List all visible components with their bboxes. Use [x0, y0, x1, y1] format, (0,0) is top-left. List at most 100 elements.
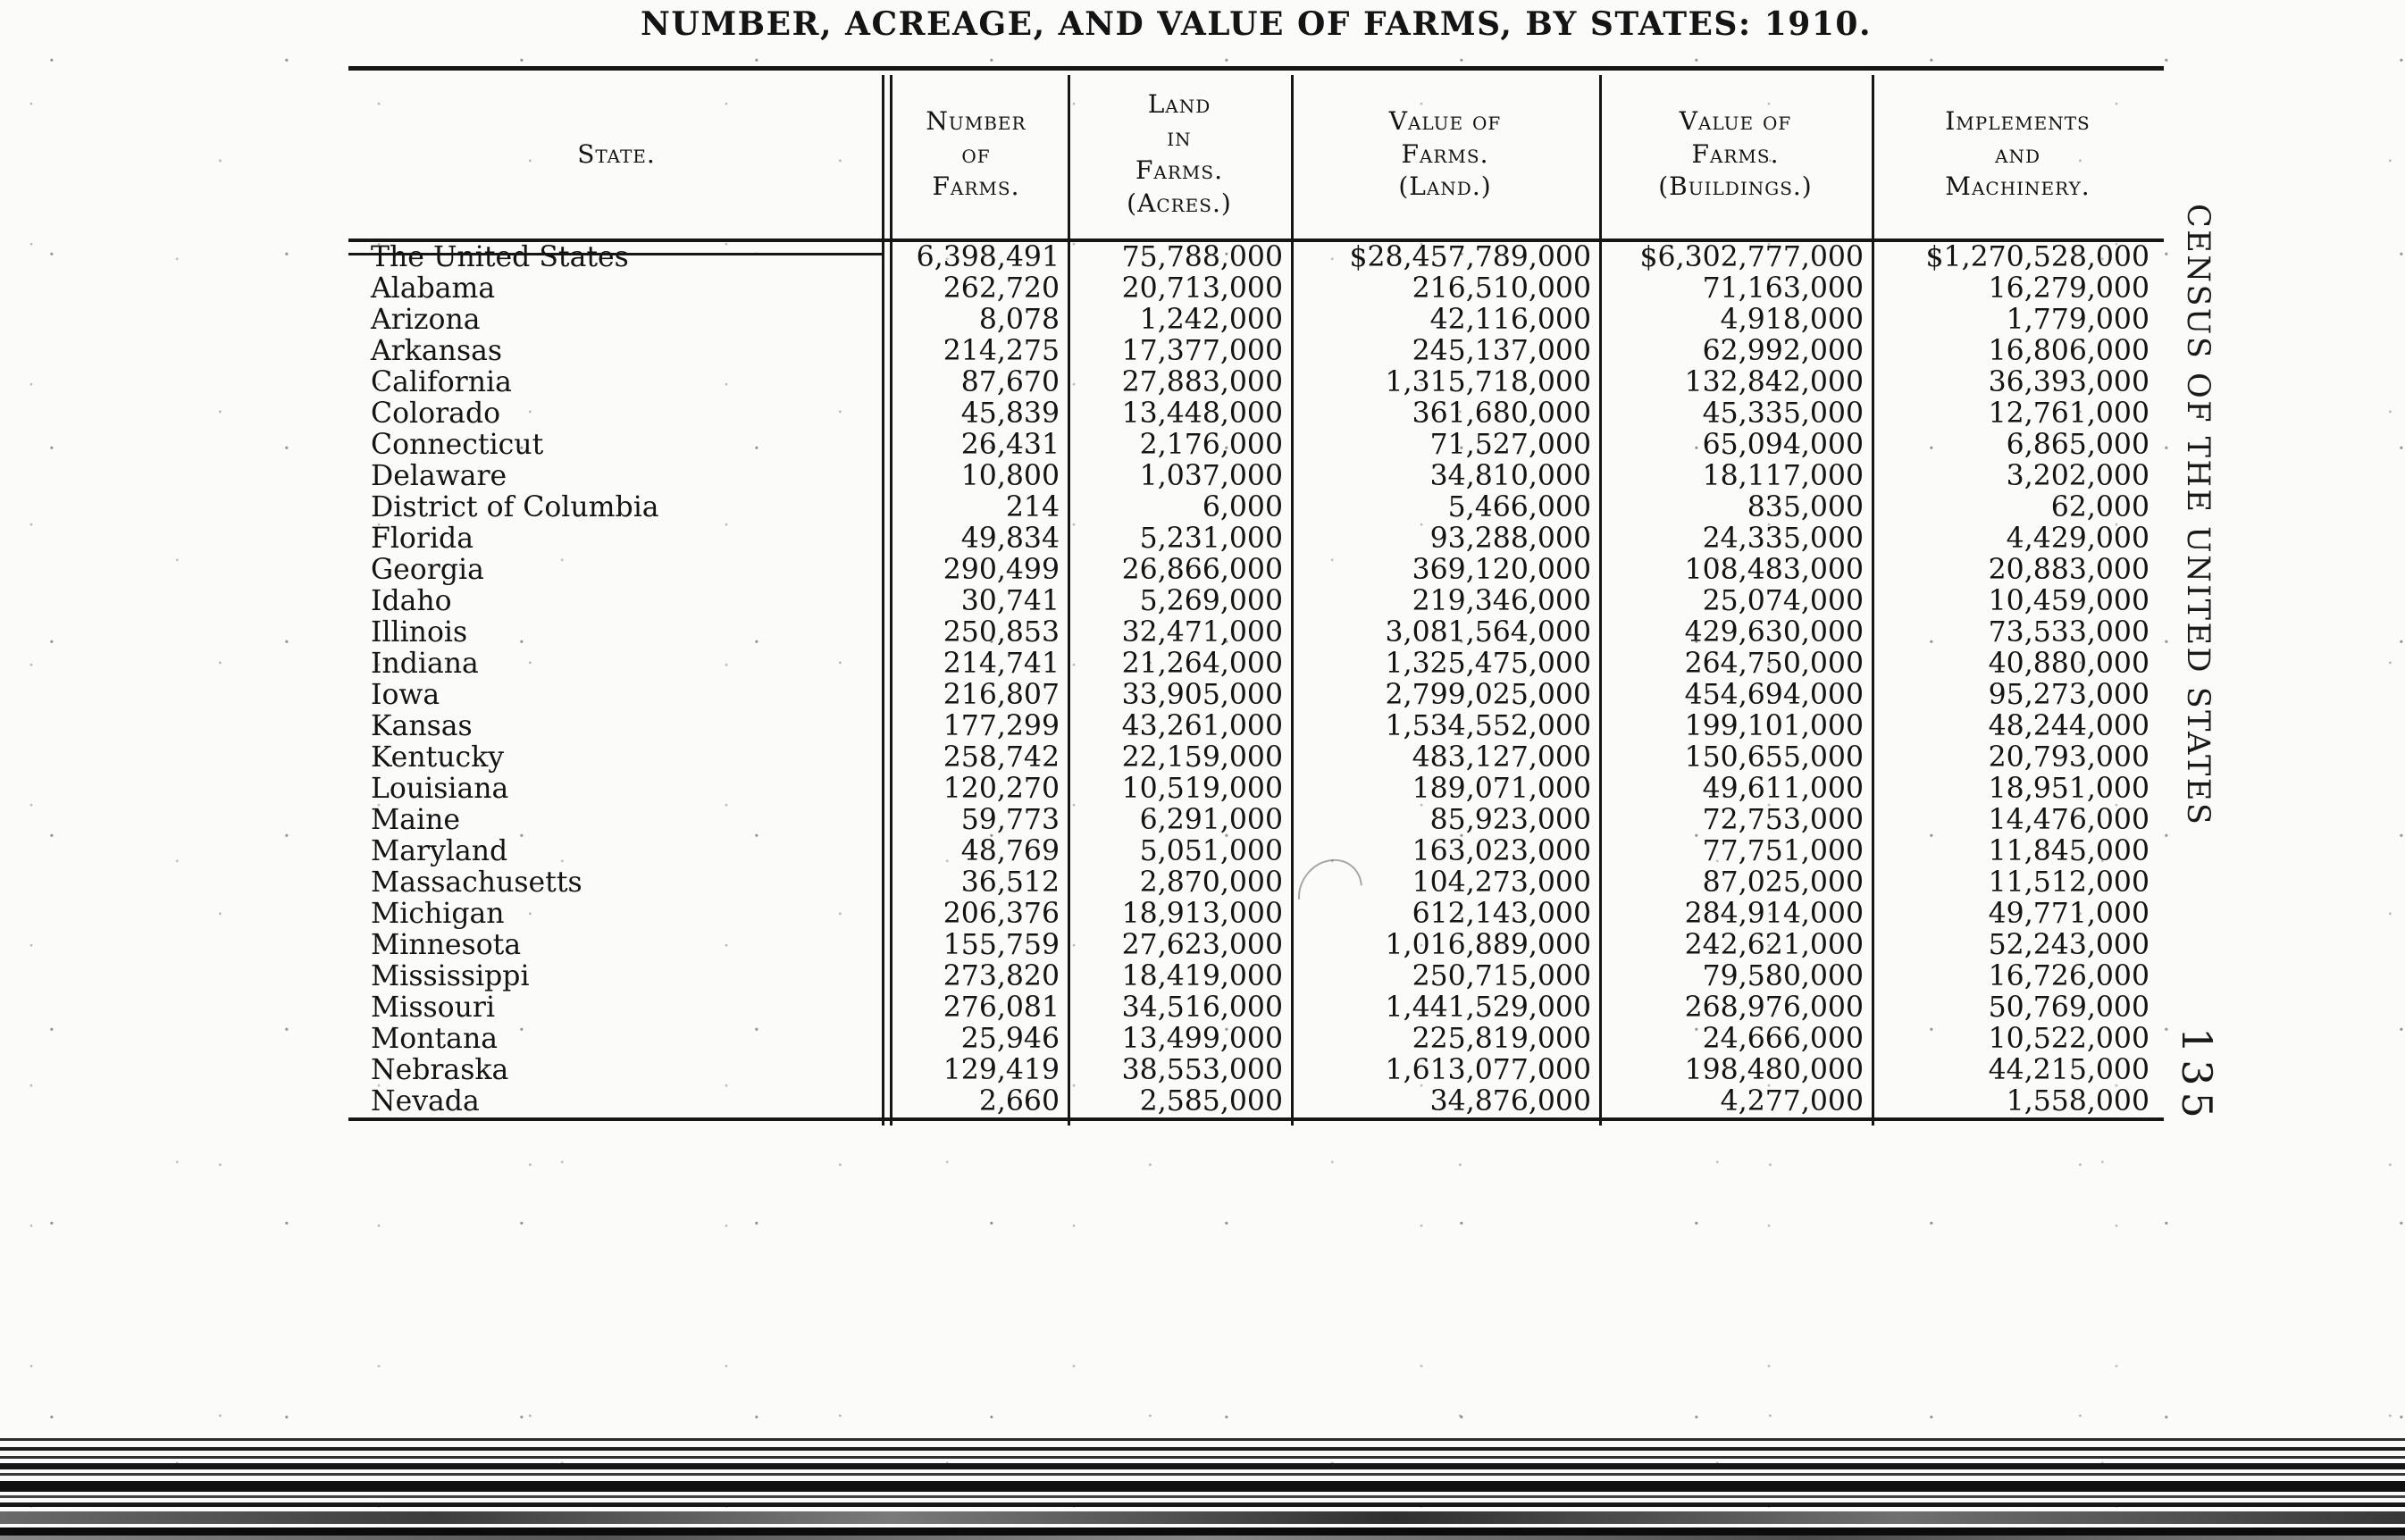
- table-row: Maryland 48,769 5,051,000 163,023,000 77,751…: [348, 836, 2164, 867]
- acres-cell: 2,585,000: [1139, 1086, 1283, 1117]
- land-cell: 163,023,000: [1412, 836, 1591, 867]
- implements-cell: 3,202,000: [2006, 461, 2149, 492]
- table-row: Kansas 177,299 43,261,000 1,534,552,000 199,…: [348, 711, 2164, 742]
- state-name: Minnesota: [371, 930, 522, 961]
- state-cell: Arizona: [348, 305, 884, 336]
- acres-cell: 21,264,000: [1121, 649, 1283, 680]
- buildings-cell: 18,117,000: [1702, 461, 1864, 492]
- buildings-cell: 49,611,000: [1702, 774, 1864, 805]
- table-row: Louisiana 120,270 10,519,000 189,071,000 49,…: [348, 774, 2164, 805]
- farms-cell: 45,839: [960, 398, 1060, 430]
- implements-cell: 11,845,000: [1988, 836, 2149, 867]
- implements-cell: 73,533,000: [1988, 617, 2149, 649]
- farms-cell: 8,078: [978, 305, 1060, 336]
- table-row: Minnesota 155,759 27,623,000 1,016,889,000 2…: [348, 930, 2164, 961]
- land-cell: 2,799,025,000: [1385, 680, 1591, 711]
- implements-cell: 40,880,000: [1988, 649, 2149, 680]
- land-cell: 34,810,000: [1429, 461, 1591, 492]
- dot-leader: [516, 836, 879, 867]
- dot-leader: [469, 805, 879, 836]
- side-caption: CENSUS OF THE UNITED STATES: [2180, 204, 2216, 827]
- state-cell: Illinois: [348, 617, 884, 649]
- acres-cell: 5,051,000: [1139, 836, 1283, 867]
- table-row: Arkansas 214,275 17,377,000 245,137,000 62,9…: [348, 336, 2164, 367]
- implements-cell: 36,393,000: [1988, 367, 2149, 398]
- state-name: Missouri: [371, 992, 496, 1024]
- farms-cell: 216,807: [943, 680, 1060, 711]
- land-cell: 1,441,529,000: [1385, 992, 1591, 1024]
- state-name: Idaho: [371, 586, 452, 617]
- dot-leader: [515, 461, 879, 492]
- buildings-cell: 72,753,000: [1702, 805, 1864, 836]
- dot-leader: [482, 523, 879, 555]
- table-row: Massachusetts 36,512 2,870,000 104,273,000 8…: [348, 867, 2164, 899]
- implements-cell: 48,244,000: [1988, 711, 2149, 742]
- state-cell: Minnesota: [348, 930, 884, 961]
- state-cell: Nebraska: [348, 1055, 884, 1086]
- state-cell: District of Columbia: [348, 492, 884, 523]
- column-divider: [1068, 75, 1070, 1126]
- implements-cell: 20,883,000: [1988, 555, 2149, 586]
- acres-cell: 32,471,000: [1121, 617, 1283, 649]
- implements-cell: 20,793,000: [1988, 742, 2149, 774]
- land-cell: $28,457,789,000: [1349, 242, 1591, 273]
- acres-cell: 1,242,000: [1139, 305, 1283, 336]
- farms-cell: 49,834: [960, 523, 1060, 555]
- farms-cell: 59,773: [960, 805, 1060, 836]
- buildings-cell: 268,976,000: [1684, 992, 1864, 1024]
- state-cell: Colorado: [348, 398, 884, 430]
- buildings-cell: 24,335,000: [1702, 523, 1864, 555]
- acres-cell: 33,905,000: [1121, 680, 1283, 711]
- land-cell: 361,680,000: [1412, 398, 1591, 430]
- acres-cell: 1,037,000: [1139, 461, 1283, 492]
- state-name: Connecticut: [371, 430, 544, 461]
- farms-cell: 214,741: [943, 649, 1060, 680]
- land-cell: 104,273,000: [1412, 867, 1591, 899]
- dot-leader: [504, 992, 879, 1024]
- table-row: Arizona 8,078 1,242,000 42,116,000 4,918,000…: [348, 305, 2164, 336]
- dot-leader: [517, 774, 879, 805]
- buildings-cell: 242,621,000: [1684, 930, 1864, 961]
- table-row: Delaware 10,800 1,037,000 34,810,000 18,117,…: [348, 461, 2164, 492]
- implements-cell: 1,558,000: [2006, 1086, 2149, 1117]
- table-row: Iowa 216,807 33,905,000 2,799,025,000 454,69…: [348, 680, 2164, 711]
- implements-cell: 16,726,000: [1988, 961, 2149, 992]
- state-column-double-rule: [348, 253, 884, 255]
- state-cell: Alabama: [348, 273, 884, 305]
- land-cell: 1,534,552,000: [1385, 711, 1591, 742]
- column-header-buildings: Value of Farms. (Buildings.): [1658, 105, 1813, 202]
- table-row: Idaho 30,741 5,269,000 219,346,000 25,074,00…: [348, 586, 2164, 617]
- implements-cell: 16,279,000: [1988, 273, 2149, 305]
- buildings-cell: 199,101,000: [1684, 711, 1864, 742]
- column-divider: [1599, 75, 1602, 1126]
- state-cell: Montana: [348, 1024, 884, 1055]
- farms-cell: 48,769: [960, 836, 1060, 867]
- farms-cell: 177,299: [943, 711, 1060, 742]
- land-cell: 71,527,000: [1429, 430, 1591, 461]
- state-cell: Nevada: [348, 1086, 884, 1117]
- land-cell: 250,715,000: [1412, 961, 1591, 992]
- acres-cell: 5,231,000: [1139, 523, 1283, 555]
- table-row: Alabama 262,720 20,713,000 216,510,000 71,16…: [348, 273, 2164, 305]
- farms-cell: 273,820: [943, 961, 1060, 992]
- state-cell: Georgia: [348, 555, 884, 586]
- land-cell: 85,923,000: [1429, 805, 1591, 836]
- table-row: Illinois 250,853 32,471,000 3,081,564,000 42…: [348, 617, 2164, 649]
- page-number: 135: [2173, 1027, 2221, 1125]
- implements-cell: 95,273,000: [1988, 680, 2149, 711]
- state-name: Kentucky: [371, 742, 505, 774]
- acres-cell: 27,883,000: [1121, 367, 1283, 398]
- state-name: Nebraska: [371, 1055, 509, 1086]
- land-cell: 1,325,475,000: [1385, 649, 1591, 680]
- implements-cell: 52,243,000: [1988, 930, 2149, 961]
- dot-leader: [487, 649, 879, 680]
- buildings-cell: 150,655,000: [1684, 742, 1864, 774]
- dot-leader: [492, 555, 879, 586]
- buildings-cell: 108,483,000: [1684, 555, 1864, 586]
- farms-cell: 2,660: [978, 1086, 1060, 1117]
- implements-cell: 50,769,000: [1988, 992, 2149, 1024]
- farms-cell: 36,512: [960, 867, 1060, 899]
- acres-cell: 6,000: [1202, 492, 1283, 523]
- dot-leader: [513, 742, 879, 774]
- implements-cell: 4,429,000: [2006, 523, 2149, 555]
